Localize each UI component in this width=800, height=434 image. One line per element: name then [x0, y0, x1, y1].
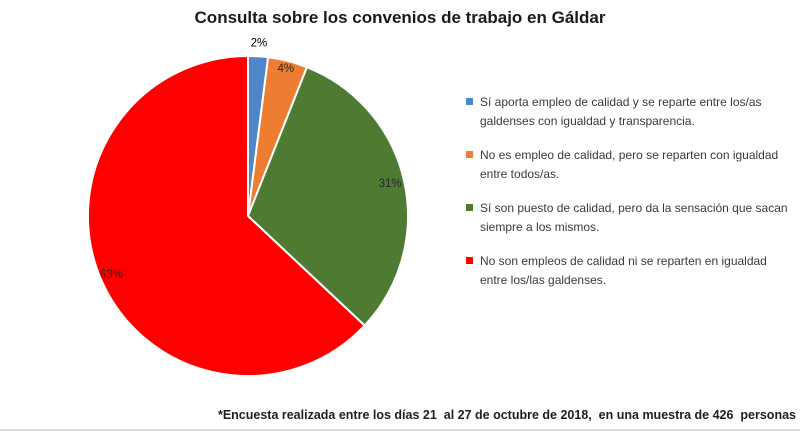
- pie-slice-2: [247, 66, 409, 327]
- slice-percent-label-1: 4%: [277, 63, 294, 75]
- legend-marker-3: [466, 257, 473, 264]
- legend-marker-0: [466, 98, 473, 105]
- chart-title: Consulta sobre los convenios de trabajo …: [194, 8, 606, 27]
- legend-item: Sí son puesto de calidad, pero da la sen…: [466, 199, 794, 237]
- footnote: *Encuesta realizada entre los días 21 al…: [217, 408, 796, 422]
- legend-label: Sí son puesto de calidad, pero da la sen…: [480, 201, 788, 234]
- bottom-divider: [0, 429, 800, 431]
- legend-item: No son empleos de calidad ni se reparten…: [466, 252, 794, 290]
- pie-slice-3: [86, 55, 366, 377]
- legend: Sí aporta empleo de calidad y se reparte…: [466, 93, 794, 290]
- slice-percent-label-3: 63%: [100, 269, 123, 281]
- legend-marker-2: [466, 204, 473, 211]
- legend-item: No es empleo de calidad, pero se reparte…: [466, 146, 794, 184]
- legend-label: No es empleo de calidad, pero se reparte…: [480, 148, 779, 181]
- legend-item: Sí aporta empleo de calidad y se reparte…: [466, 93, 794, 131]
- slice-percent-label-2: 31%: [379, 178, 402, 190]
- legend-label: Sí aporta empleo de calidad y se reparte…: [480, 95, 762, 128]
- slice-percent-label-0: 2%: [251, 37, 268, 49]
- legend-marker-1: [466, 151, 473, 158]
- legend-label: No son empleos de calidad ni se reparten…: [480, 254, 767, 287]
